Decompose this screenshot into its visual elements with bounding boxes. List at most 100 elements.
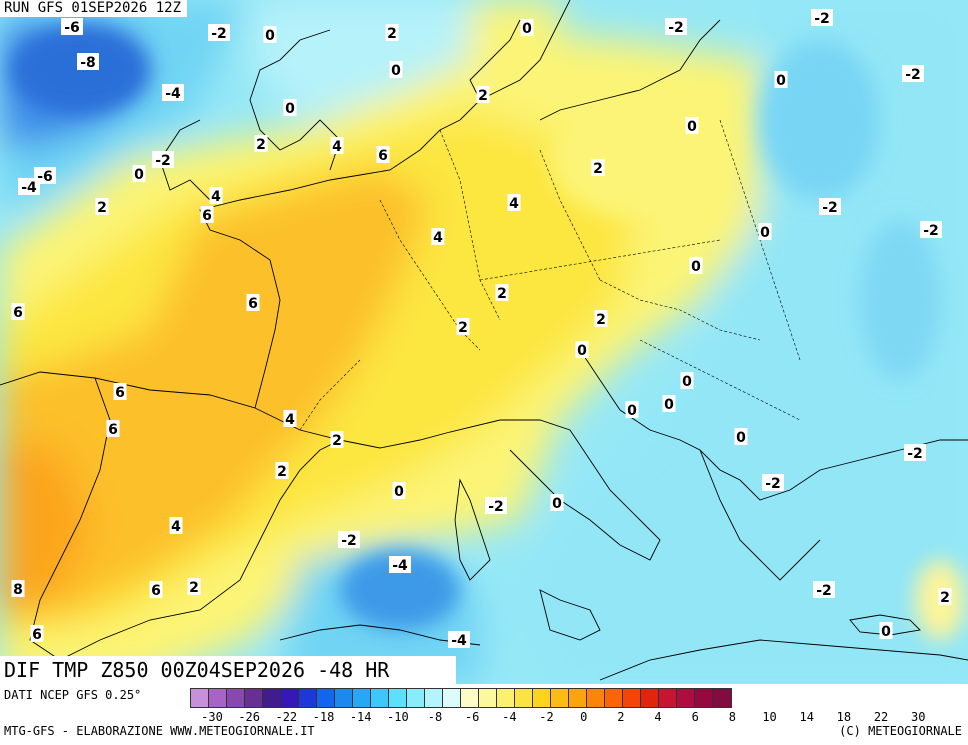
- contour-label-bg: [385, 24, 399, 41]
- contour-label-bg: [11, 580, 25, 597]
- contour-label-bg: [389, 556, 411, 573]
- contour-label: 0: [552, 496, 562, 512]
- contour-label: -2: [814, 11, 830, 27]
- legend-tick-label: 0: [580, 710, 588, 724]
- legend-swatch: [407, 689, 425, 707]
- contour-label: -2: [907, 446, 923, 462]
- contour-label: 6: [13, 305, 23, 321]
- contour-label: 8: [13, 582, 23, 598]
- contour-label: -6: [37, 169, 53, 185]
- contour-label: 2: [387, 26, 397, 42]
- legend-swatch: [695, 689, 713, 707]
- contour-label-bg: [813, 581, 835, 598]
- contour-label-bg: [77, 53, 99, 70]
- contour-label-bg: [106, 420, 120, 437]
- legend-swatches: [190, 688, 732, 708]
- legend-swatch: [551, 689, 569, 707]
- legend-tick-label: 22: [873, 710, 889, 724]
- contour-label-bg: [456, 318, 470, 335]
- coastlines: [0, 0, 968, 681]
- contour-label: 6: [32, 627, 42, 643]
- contour-label-bg: [95, 198, 109, 215]
- contour-label-bg: [209, 187, 223, 204]
- legend-swatch: [677, 689, 695, 707]
- legend-tick-label: 30: [911, 710, 926, 724]
- contour-label-bg: [507, 194, 521, 211]
- legend-swatch: [641, 689, 659, 707]
- color-scale-legend: -30 -26 -22 -18 -14 -10 -8 -6 -4 -2 0 2 4 6 8 10 14 18 22 3…: [190, 686, 966, 724]
- contour-label: 2: [97, 200, 107, 216]
- legend-tick-label: -2: [539, 710, 554, 724]
- legend-swatch: [713, 689, 731, 707]
- legend-tick-label: 4: [654, 710, 662, 724]
- contour-label: 0: [285, 101, 295, 117]
- contour-label: 4: [211, 189, 221, 205]
- contour-label-bg: [389, 61, 403, 78]
- legend-tick-label: 6: [691, 710, 699, 724]
- contour-label-bg: [113, 383, 127, 400]
- contour-label: -2: [765, 476, 781, 492]
- legend-tick-label: -10: [387, 710, 409, 724]
- contour-label: -2: [905, 67, 921, 83]
- contour-label-bg: [762, 474, 784, 491]
- contour-label-bg: [819, 198, 841, 215]
- legend-swatch: [335, 689, 353, 707]
- legend-swatch: [263, 689, 281, 707]
- contour-label-bg: [904, 444, 926, 461]
- contour-label-bg: [254, 135, 268, 152]
- contour-label-bg: [734, 428, 748, 445]
- contour-label-bg: [591, 159, 605, 176]
- contour-label-bg: [448, 631, 470, 648]
- contour-label: 0: [522, 21, 532, 37]
- legend-swatch: [389, 689, 407, 707]
- contour-label-bg: [330, 431, 344, 448]
- contour-label: 4: [433, 230, 443, 246]
- contour-label-bg: [152, 151, 174, 168]
- contour-label: 4: [509, 196, 519, 212]
- contour-label: 4: [285, 412, 295, 428]
- contour-label: 2: [458, 320, 468, 336]
- legend-swatch: [587, 689, 605, 707]
- contour-label-bg: [665, 18, 687, 35]
- country-borders: [299, 119, 801, 431]
- contour-label: -2: [488, 499, 504, 515]
- legend-swatch: [299, 689, 317, 707]
- contour-label: 2: [332, 433, 342, 449]
- contour-label: -2: [155, 153, 171, 169]
- legend-swatch: [533, 689, 551, 707]
- legend-swatch: [515, 689, 533, 707]
- contour-label: 0: [760, 225, 770, 241]
- contour-label-bg: [169, 517, 183, 534]
- legend-tick-label: -8: [427, 710, 443, 724]
- contour-label-bg: [149, 581, 163, 598]
- contour-label: 6: [248, 296, 258, 312]
- legend-swatch: [371, 689, 389, 707]
- run-title: RUN GFS 01SEP2026 12Z: [0, 0, 188, 17]
- contour-label-bg: [132, 165, 146, 182]
- contour-label: 0: [394, 484, 404, 500]
- legend-tick-label: -18: [312, 710, 335, 724]
- legend-tick-label: 8: [728, 710, 736, 724]
- contour-label: 6: [202, 208, 212, 224]
- contour-label-bg: [485, 497, 507, 514]
- contour-label: -2: [211, 26, 227, 42]
- contour-label-bg: [575, 341, 589, 358]
- contour-label-bg: [431, 228, 445, 245]
- contour-label-bg: [685, 117, 699, 134]
- contour-label: -2: [341, 533, 357, 549]
- contour-label-bg: [938, 588, 952, 605]
- legend-tick-label: 14: [799, 710, 814, 724]
- legend-tick-label: 2: [617, 710, 625, 724]
- contour-label-bg: [625, 401, 639, 418]
- contour-label-bg: [30, 625, 44, 642]
- contour-label-bg: [662, 395, 676, 412]
- contour-label-bg: [520, 19, 534, 36]
- contour-label: 0: [627, 403, 637, 419]
- legend-swatch: [497, 689, 515, 707]
- contour-label-bg: [246, 294, 260, 311]
- contour-label: 2: [256, 137, 266, 153]
- contour-label-bg: [920, 221, 942, 238]
- contour-label-bg: [283, 410, 297, 427]
- contour-label: -2: [816, 583, 832, 599]
